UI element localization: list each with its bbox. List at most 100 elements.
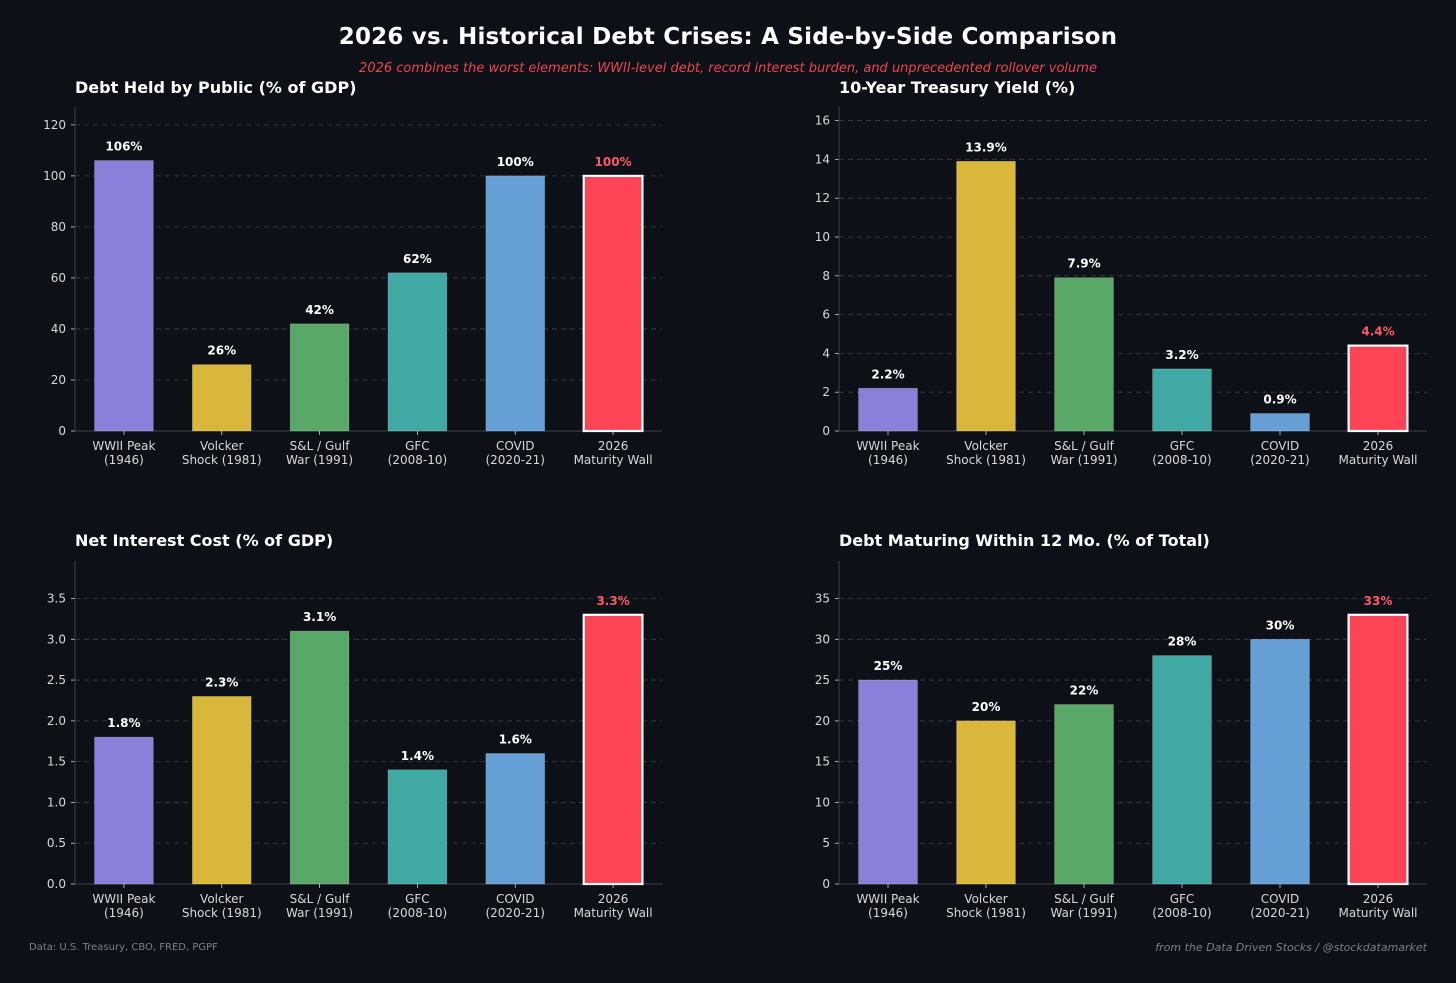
x-tick-label: COVID (2020-21) xyxy=(485,892,545,920)
y-tick-label: 0.5 xyxy=(47,836,66,850)
panel-net-interest: Net Interest Cost (% of GDP) 0.0 0.5 1.0 1.5… xyxy=(47,531,662,920)
bar-3 xyxy=(387,769,448,885)
bar-value-label: 22% xyxy=(1070,684,1099,698)
bar-value-label: 4.4% xyxy=(1361,325,1394,339)
credit-note: from the Data Driven Stocks / @stockdata… xyxy=(1155,941,1427,954)
panel-debt-held: Debt Held by Public (% of GDP) 0 20 40 60 80 1… xyxy=(43,78,662,467)
bar-2 xyxy=(1054,704,1114,885)
y-tick-label: 60 xyxy=(51,271,66,285)
bar-value-label: 13.9% xyxy=(965,140,1007,154)
bar-3 xyxy=(1152,368,1212,432)
y-tick-label: 16 xyxy=(815,114,830,128)
bar-value-label: 30% xyxy=(1266,618,1295,632)
y-tick-label: 12 xyxy=(815,191,830,205)
x-tick-label: GFC (2008-10) xyxy=(1152,439,1212,467)
x-tick-label: S&L / Gulf War (1991) xyxy=(286,439,353,467)
y-tick-label: 30 xyxy=(815,632,830,646)
x-tick-label: WWII Peak (1946) xyxy=(92,439,155,467)
bar-value-label: 3.2% xyxy=(1165,348,1198,362)
bar-value-label: 100% xyxy=(497,155,534,169)
bar-value-label: 1.4% xyxy=(401,749,434,763)
bar-value-label: 106% xyxy=(105,140,142,154)
bar-1 xyxy=(191,364,252,432)
bar-0 xyxy=(858,387,918,432)
bar-4 xyxy=(1250,413,1310,432)
y-tick-label: 35 xyxy=(815,592,830,606)
bar-value-label: 33% xyxy=(1364,594,1393,608)
x-tick-label: WWII Peak (1946) xyxy=(92,892,155,920)
y-tick-label: 6 xyxy=(822,308,830,322)
x-tick-label: Volcker Shock (1981) xyxy=(946,439,1026,467)
y-tick-label: 100 xyxy=(43,169,66,183)
bar-value-label: 0.9% xyxy=(1263,393,1296,407)
y-tick-label: 3.5 xyxy=(47,592,66,606)
y-tick-label: 0 xyxy=(822,877,830,891)
x-tick-label: S&L / Gulf War (1991) xyxy=(1050,892,1117,920)
x-tick-label: 2026 Maturity Wall xyxy=(574,892,653,920)
bar-value-label: 7.9% xyxy=(1067,257,1100,271)
x-tick-label: WWII Peak (1946) xyxy=(856,439,919,467)
bar-5 xyxy=(1347,613,1409,886)
y-tick-label: 20 xyxy=(815,714,830,728)
x-tick-label: GFC (2008-10) xyxy=(388,439,448,467)
y-tick-label: 1.0 xyxy=(47,795,66,809)
bar-value-label: 1.8% xyxy=(107,716,140,730)
bar-value-label: 42% xyxy=(305,303,334,317)
bar-4 xyxy=(1250,638,1310,885)
bar-value-label: 3.3% xyxy=(596,594,629,608)
bar-value-label: 1.6% xyxy=(499,732,532,746)
y-tick-label: 4 xyxy=(822,346,830,360)
bar-value-label: 62% xyxy=(403,252,432,266)
panel-title-debt-held: Debt Held by Public (% of GDP) xyxy=(75,78,357,97)
y-tick-label: 80 xyxy=(51,220,66,234)
x-tick-label: WWII Peak (1946) xyxy=(856,892,919,920)
x-tick-label: Volcker Shock (1981) xyxy=(182,892,262,920)
x-tick-label: Volcker Shock (1981) xyxy=(182,439,262,467)
bar-value-label: 28% xyxy=(1168,635,1197,649)
x-tick-label: COVID (2020-21) xyxy=(1250,439,1310,467)
bar-0 xyxy=(94,160,154,432)
bar-value-label: 3.1% xyxy=(303,610,336,624)
panel-treasury-yield: 10-Year Treasury Yield (%) 0 2 4 6 8 10 12 14 16 2… xyxy=(815,78,1427,467)
bar-3 xyxy=(387,272,448,432)
x-tick-label: 2026 Maturity Wall xyxy=(1338,892,1417,920)
panel-debt-maturing: Debt Maturing Within 12 Mo. (% of Total)… xyxy=(815,531,1427,920)
y-tick-label: 40 xyxy=(51,322,66,336)
bar-5 xyxy=(1347,344,1409,433)
y-tick-label: 8 xyxy=(822,269,830,283)
y-tick-label: 2.5 xyxy=(47,673,66,687)
bar-value-label: 20% xyxy=(972,700,1001,714)
y-tick-label: 0 xyxy=(58,424,66,438)
bar-2 xyxy=(289,323,350,432)
x-tick-label: COVID (2020-21) xyxy=(1250,892,1310,920)
bar-2 xyxy=(289,630,350,885)
y-tick-label: 0 xyxy=(822,424,830,438)
bar-4 xyxy=(485,175,545,432)
panel-title-treasury-yield: 10-Year Treasury Yield (%) xyxy=(839,78,1075,97)
y-tick-label: 0.0 xyxy=(47,877,66,891)
bar-2 xyxy=(1054,277,1114,432)
y-tick-label: 2.0 xyxy=(47,714,66,728)
y-tick-label: 3.0 xyxy=(47,632,66,646)
bar-value-label: 25% xyxy=(874,659,903,673)
y-tick-label: 14 xyxy=(815,152,830,166)
y-tick-label: 10 xyxy=(815,230,830,244)
y-tick-label: 25 xyxy=(815,673,830,687)
bar-1 xyxy=(956,720,1016,885)
bar-value-label: 2.2% xyxy=(871,367,904,381)
bar-1 xyxy=(191,695,252,885)
y-tick-label: 15 xyxy=(815,755,830,769)
x-tick-label: S&L / Gulf War (1991) xyxy=(286,892,353,920)
bar-5 xyxy=(582,613,644,886)
x-tick-label: Volcker Shock (1981) xyxy=(946,892,1026,920)
x-tick-label: 2026 Maturity Wall xyxy=(1338,439,1417,467)
bar-value-label: 100% xyxy=(595,155,632,169)
y-tick-label: 10 xyxy=(815,795,830,809)
x-tick-label: GFC (2008-10) xyxy=(1152,892,1212,920)
bar-0 xyxy=(94,736,154,885)
page-title: 2026 vs. Historical Debt Crises: A Side-… xyxy=(338,24,1118,50)
bar-5 xyxy=(582,174,644,433)
y-tick-label: 1.5 xyxy=(47,755,66,769)
x-tick-label: COVID (2020-21) xyxy=(485,439,545,467)
